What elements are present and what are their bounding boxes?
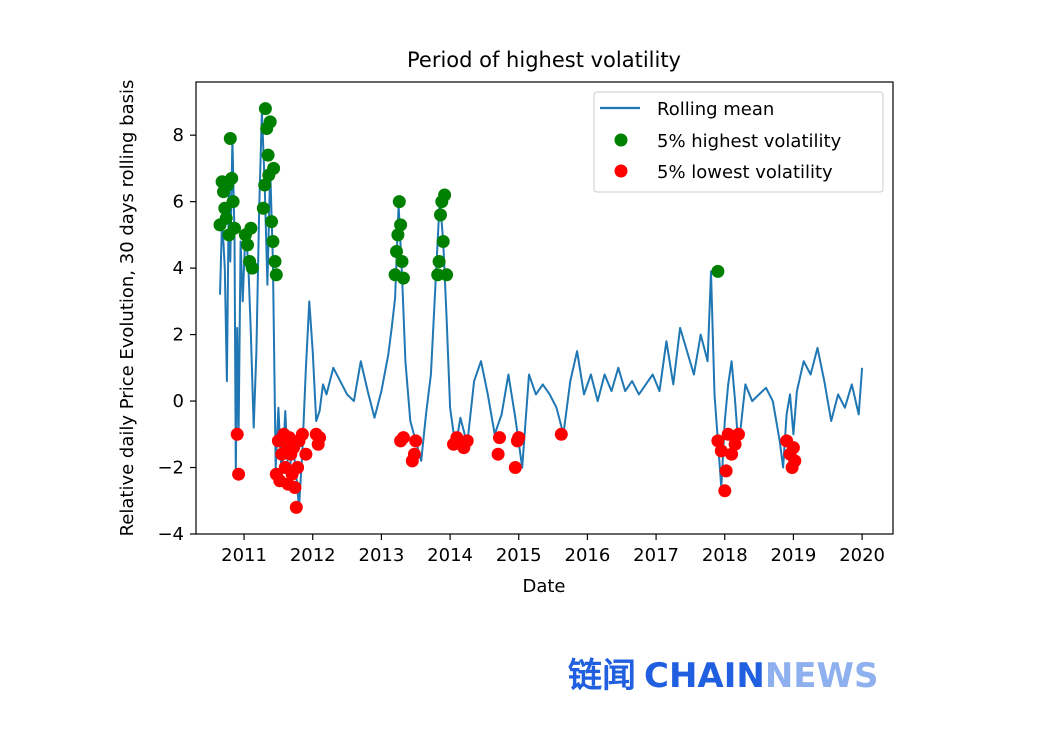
high-volatility-point <box>392 195 406 209</box>
high-volatility-point <box>223 132 237 145</box>
low-volatility-point <box>396 431 410 445</box>
legend-label-highest: 5% highest volatility <box>657 131 842 152</box>
low-volatility-point <box>295 427 309 441</box>
legend: Rolling mean 5% highest volatility 5% lo… <box>593 91 884 193</box>
low-volatility-point <box>275 447 289 461</box>
x-tick-label: 2014 <box>427 545 473 566</box>
high-volatility-point <box>436 235 450 248</box>
x-tick-label: 2020 <box>839 545 885 566</box>
plot-frame <box>195 81 894 535</box>
low-volatility-point <box>460 434 474 448</box>
logo-chinese-text: 链闻 <box>568 656 636 696</box>
plot-marks <box>213 102 864 514</box>
low-volatility-point <box>728 437 742 451</box>
low-volatility-point <box>788 454 802 468</box>
y-tick-label: 0 <box>173 391 184 412</box>
high-volatility-point <box>711 264 725 278</box>
low-volatility-point <box>409 434 423 448</box>
low-volatility-point <box>512 431 526 445</box>
chart: 2011 2012 2013 2014 2015 2016 2017 2018 2019 2020… <box>117 48 894 597</box>
high-volatility-point <box>219 211 233 225</box>
high-volatility-point <box>394 218 408 232</box>
high-volatility-point <box>432 255 446 268</box>
x-tick-label: 2012 <box>290 545 336 566</box>
low-volatility-point <box>711 434 725 448</box>
x-tick-label: 2016 <box>565 545 611 566</box>
low-volatility-point <box>289 500 303 514</box>
high-volatility-point <box>391 228 405 242</box>
y-tick-label: 6 <box>173 192 184 213</box>
low-volatility-point <box>288 481 302 494</box>
y-tick-label: 4 <box>173 258 184 279</box>
low-volatility-point <box>491 447 505 461</box>
high-volatility-point <box>438 188 452 202</box>
low-volatility-point <box>714 444 728 458</box>
high-volatility-point <box>396 271 410 285</box>
high-volatility-point <box>263 115 277 129</box>
low-volatility-point <box>291 461 305 474</box>
low-volatility-point <box>313 431 327 445</box>
x-tick-label: 2015 <box>496 545 542 566</box>
low-volatility-point <box>732 427 745 441</box>
low-volatility-point <box>508 461 522 474</box>
high-volatility-point <box>395 255 409 268</box>
low-volatility-point <box>299 447 313 461</box>
low-volatility-point <box>554 427 568 441</box>
low-volatility-point <box>719 464 733 478</box>
high-volatility-point <box>261 148 275 162</box>
y-tick-label: 2 <box>173 325 184 346</box>
high-volatility-point <box>244 221 258 235</box>
low-volatility-point <box>230 427 244 441</box>
chainnews-logo: 链闻 CHAINNEWS <box>568 648 879 696</box>
high-volatility-point <box>225 171 239 185</box>
x-tick-label: 2017 <box>633 545 679 566</box>
high-volatility-point <box>268 255 282 268</box>
legend-label-lowest: 5% lowest volatility <box>657 162 833 183</box>
high-volatility-point <box>434 208 447 222</box>
legend-low-swatch <box>614 164 628 178</box>
logo-news-text: NEWS <box>764 656 879 696</box>
low-volatility-point <box>718 484 732 498</box>
y-tick-label: −4 <box>157 524 184 545</box>
high-volatility-point <box>265 215 278 229</box>
high-volatility-point <box>431 268 445 282</box>
x-tick-label: 2013 <box>359 545 405 566</box>
low-volatility-point <box>232 467 246 481</box>
high-volatility-point <box>440 268 454 282</box>
y-axis-label: Relative daily Price Evolution, 30 days … <box>117 80 138 537</box>
high-volatility-point <box>241 238 254 252</box>
low-volatility-point <box>725 447 739 461</box>
low-volatility-point <box>721 427 735 441</box>
low-volatility-point <box>493 431 506 445</box>
high-volatility-point <box>267 161 281 175</box>
logo-chain-text: CHAIN <box>644 656 765 696</box>
high-volatility-point <box>258 178 272 192</box>
legend-box <box>593 91 884 193</box>
x-tick-label: 2019 <box>771 545 817 566</box>
high-volatility-point <box>245 261 259 275</box>
low-volatility-point <box>786 441 800 455</box>
y-axis: −4 −2 0 2 4 6 8 <box>157 125 196 545</box>
high-volatility-point <box>266 235 280 248</box>
x-tick-label: 2018 <box>702 545 748 566</box>
y-tick-label: 8 <box>173 125 184 146</box>
x-tick-label: 2011 <box>221 545 267 566</box>
high-volatility-point <box>269 268 283 282</box>
low-volatility-point <box>450 431 464 445</box>
high-volatility-point <box>258 102 272 116</box>
x-axis: 2011 2012 2013 2014 2015 2016 2017 2018 2019 2020 <box>221 534 885 566</box>
low-volatility-point <box>407 447 421 461</box>
high-volatility-point <box>228 221 241 235</box>
x-axis-label: Date <box>522 576 565 597</box>
legend-label-rolling-mean: Rolling mean <box>657 99 774 120</box>
y-tick-label: −2 <box>157 458 184 479</box>
high-volatility-point <box>226 195 240 209</box>
chart-title: Period of highest volatility <box>407 48 681 72</box>
high-volatility-point <box>390 245 403 258</box>
legend-high-swatch <box>614 133 628 147</box>
high-volatility-point <box>256 201 270 215</box>
